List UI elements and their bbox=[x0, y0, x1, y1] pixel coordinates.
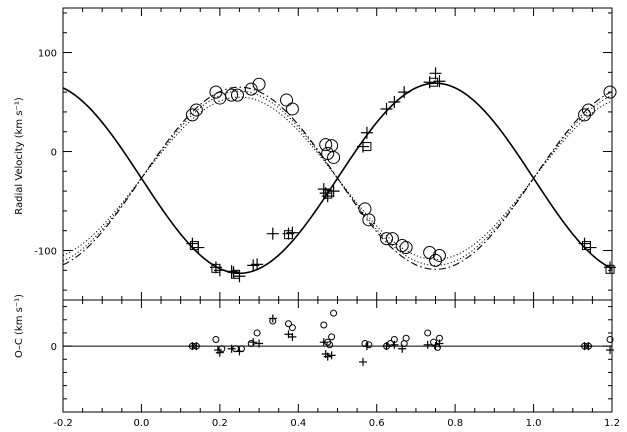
data-point-circle bbox=[578, 108, 592, 122]
data-point-plus bbox=[249, 338, 258, 347]
data-point-plus bbox=[358, 357, 367, 366]
data-point-circle bbox=[225, 88, 239, 102]
data-point-circle bbox=[253, 329, 261, 337]
data-point-circle bbox=[244, 82, 258, 96]
model-curves bbox=[62, 82, 613, 275]
data-point-circle bbox=[402, 334, 410, 342]
data-point-plus bbox=[390, 340, 399, 349]
data-point-circle bbox=[365, 341, 373, 349]
data-point-circle bbox=[319, 138, 333, 152]
data-point-circle bbox=[189, 103, 203, 117]
data-point-circle bbox=[280, 93, 294, 107]
plot-frames bbox=[62, 7, 613, 413]
data-point-plus bbox=[433, 75, 446, 88]
data-point-circle bbox=[328, 333, 336, 341]
plot-frame-residuals bbox=[62, 299, 613, 413]
x-tick-label: 0.4 bbox=[290, 418, 306, 429]
axis-ticks: 100 0 -100 0 -0.2 0.0 0.2 0.4 0.6 0.8 1.0 1.2 bbox=[34, 8, 620, 429]
data-point-square bbox=[323, 189, 333, 199]
data-point-circle bbox=[390, 336, 398, 344]
data-point-circle bbox=[269, 317, 277, 325]
data-point-circle bbox=[430, 338, 438, 346]
data-point-plus bbox=[327, 185, 340, 198]
data-point-circle bbox=[584, 342, 592, 350]
data-point-circle bbox=[285, 102, 299, 116]
data-point-circle bbox=[192, 342, 200, 350]
data-point-circle bbox=[399, 241, 413, 255]
y-axis-label-residuals: O–C (km s⁻¹) bbox=[14, 294, 25, 358]
data-point-plus bbox=[266, 227, 279, 240]
data-point-circle bbox=[247, 339, 255, 347]
data-point-circle bbox=[284, 320, 292, 328]
data-point-circle bbox=[252, 77, 266, 91]
data-point-circle bbox=[212, 336, 220, 344]
x-tick-label: -0.2 bbox=[53, 418, 73, 429]
data-point-circle bbox=[603, 85, 617, 99]
data-point-circle bbox=[218, 345, 226, 353]
data-point-circle bbox=[380, 232, 394, 246]
data-point-square bbox=[283, 230, 293, 240]
data-point-circle bbox=[424, 329, 432, 337]
data-point-circle bbox=[327, 150, 341, 164]
data-point-plus bbox=[215, 348, 224, 357]
data-point-circle bbox=[606, 336, 614, 344]
data-point-square bbox=[362, 142, 372, 152]
data-point-plus bbox=[606, 346, 615, 355]
data-point-circle bbox=[185, 108, 199, 122]
data-point-circle bbox=[362, 213, 376, 227]
data-points bbox=[185, 67, 617, 366]
data-point-circle bbox=[581, 342, 589, 350]
data-point-square bbox=[429, 77, 439, 87]
y-tick-label: 0 bbox=[51, 148, 57, 159]
data-point-circle bbox=[288, 324, 296, 332]
plot-frame-rv bbox=[62, 7, 613, 301]
data-point-circle bbox=[385, 232, 399, 246]
y-tick-label: -100 bbox=[34, 247, 57, 258]
data-point-square bbox=[582, 241, 592, 251]
data-point-plus bbox=[255, 339, 264, 348]
data-point-circle bbox=[330, 309, 338, 317]
data-point-circle bbox=[432, 248, 446, 262]
model-curve-dashdot bbox=[62, 86, 613, 270]
data-point-circle bbox=[429, 253, 443, 267]
data-point-circle bbox=[361, 339, 369, 347]
data-point-square bbox=[211, 263, 221, 273]
y-tick-label: 100 bbox=[38, 49, 57, 60]
x-tick-label: 0.8 bbox=[447, 418, 463, 429]
data-point-circle bbox=[433, 343, 441, 351]
data-point-plus bbox=[398, 86, 411, 99]
x-tick-label: 0.0 bbox=[133, 418, 149, 429]
data-point-plus bbox=[227, 344, 236, 353]
data-point-circle bbox=[435, 334, 443, 342]
data-point-circle bbox=[320, 321, 328, 329]
data-point-plus bbox=[380, 102, 393, 115]
data-point-circle bbox=[231, 88, 245, 102]
data-point-plus bbox=[319, 187, 332, 200]
data-point-plus bbox=[288, 332, 297, 341]
data-point-circle bbox=[326, 341, 334, 349]
data-point-plus bbox=[388, 96, 401, 109]
data-point-plus bbox=[251, 258, 264, 271]
data-point-square bbox=[605, 264, 615, 274]
data-point-circle bbox=[188, 342, 196, 350]
data-point-plus bbox=[319, 338, 328, 347]
data-point-plus bbox=[360, 126, 373, 139]
y-tick-label: 0 bbox=[51, 342, 57, 353]
x-tick-label: 1.2 bbox=[604, 418, 620, 429]
data-point-plus bbox=[423, 340, 432, 349]
data-point-square bbox=[189, 241, 199, 251]
x-tick-label: 0.2 bbox=[212, 418, 228, 429]
data-point-plus bbox=[429, 67, 442, 80]
x-tick-label: 0.6 bbox=[369, 418, 385, 429]
x-tick-label: 1.0 bbox=[526, 418, 542, 429]
data-point-circle bbox=[386, 339, 394, 347]
data-point-plus bbox=[323, 352, 332, 361]
data-point-plus bbox=[327, 351, 336, 360]
y-axis-label-rv: Radial Velocity (km s⁻¹) bbox=[14, 97, 25, 215]
data-point-circle bbox=[237, 345, 245, 353]
data-point-square bbox=[231, 269, 241, 279]
data-point-circle bbox=[581, 103, 595, 117]
